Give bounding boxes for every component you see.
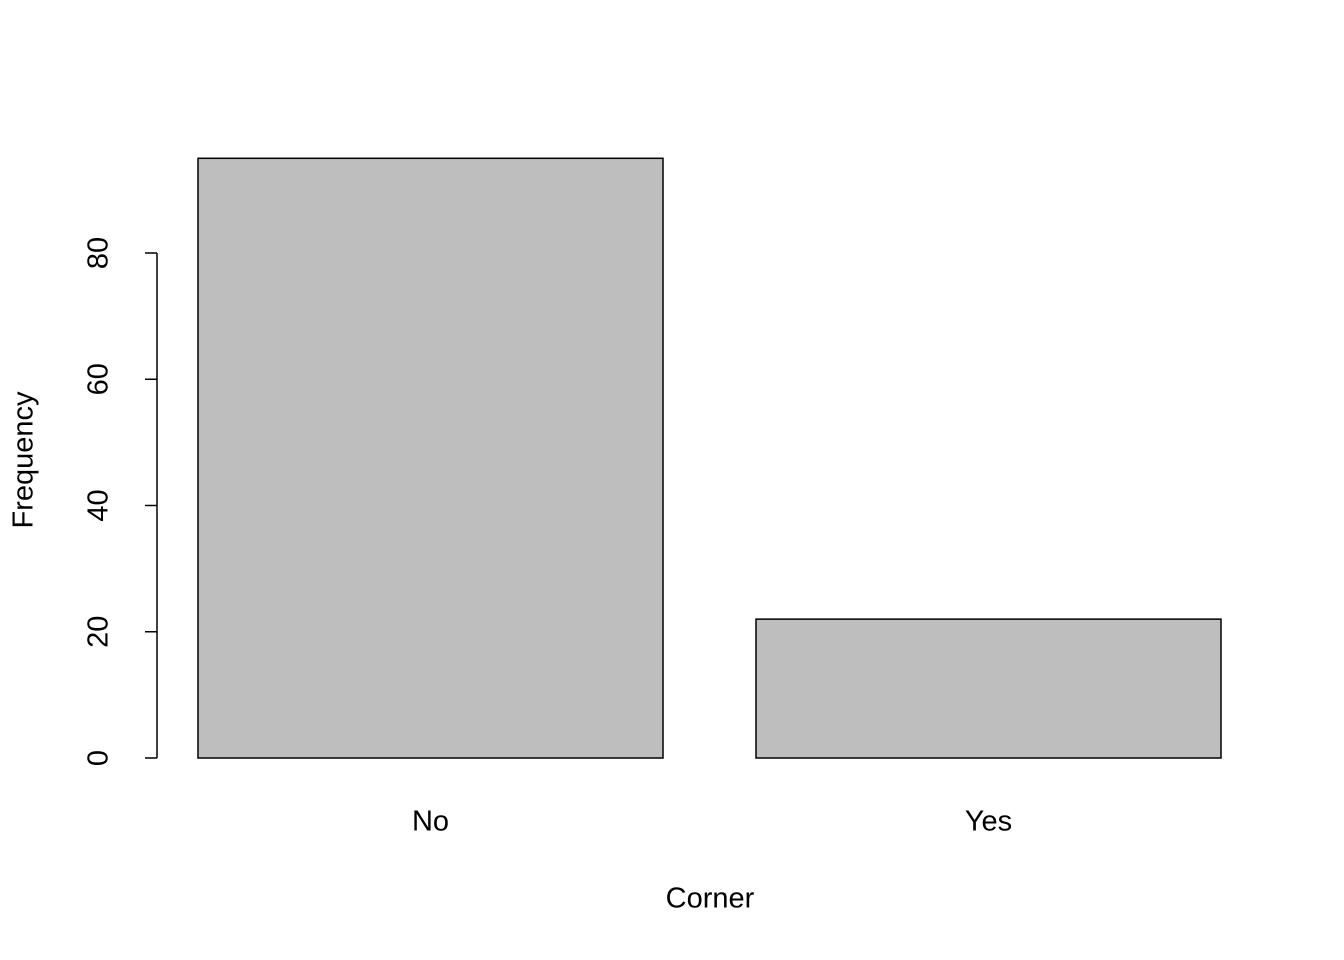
x-axis-title: Corner (666, 883, 755, 915)
x-tick-label: Yes (965, 806, 1012, 838)
y-tick-label: 60 (83, 363, 115, 395)
y-axis-title: Frequency (8, 391, 40, 529)
y-tick-label: 20 (83, 616, 115, 648)
y-tick-label: 0 (83, 750, 115, 766)
y-tick-label: 80 (83, 237, 115, 269)
y-tick-label: 40 (83, 489, 115, 521)
bar (197, 157, 664, 759)
bar (755, 618, 1222, 759)
x-tick-label: No (412, 806, 449, 838)
